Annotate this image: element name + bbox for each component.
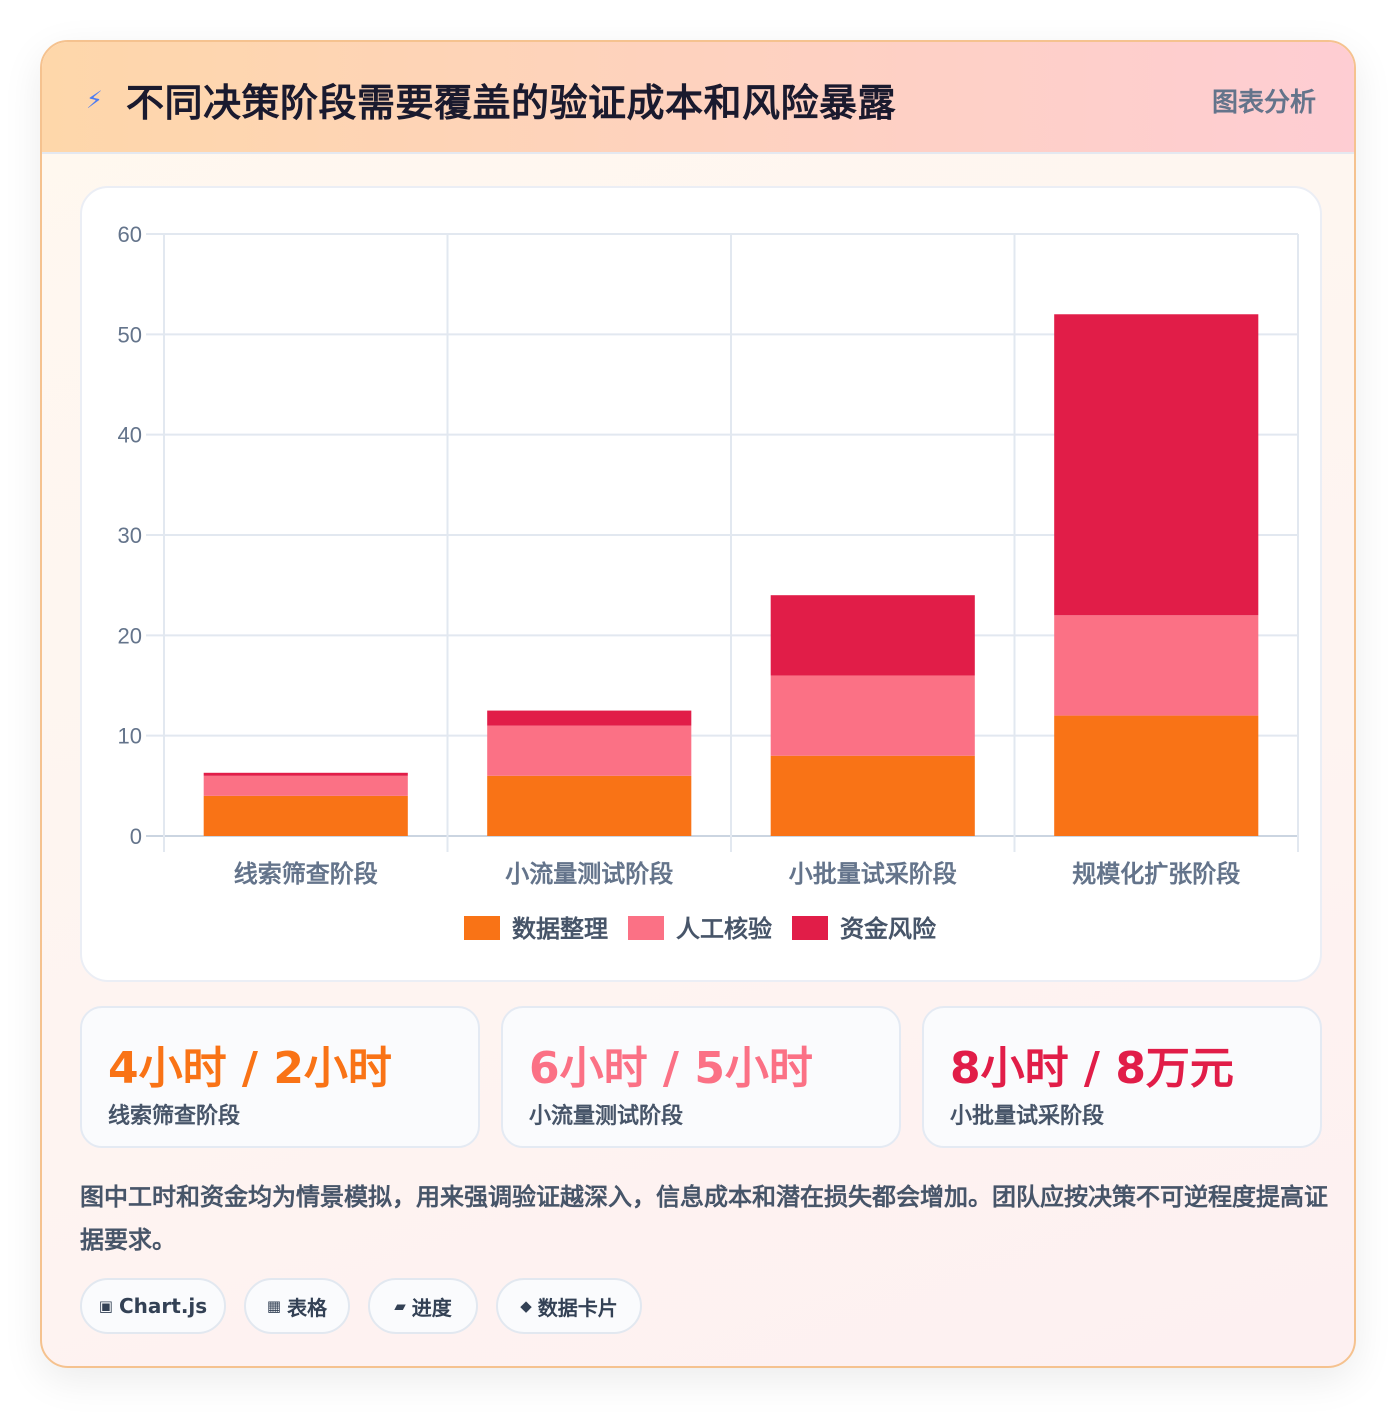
legend-swatch [628,916,664,940]
y-tick-label: 20 [118,623,142,648]
stat-card-small-batch: 8小时 / 8万元 小批量试采阶段 [922,1006,1322,1148]
stat-label: 小流量测试阶段 [529,1104,684,1129]
stat-label: 小批量试采阶段 [950,1104,1105,1129]
stat-label: 线索筛查阶段 [108,1104,241,1129]
chart-panel: 0 10 20 30 40 50 60 线索筛查阶段 小流量测试阶段 小批量试采阶段 规模化扩张阶段… [80,186,1322,982]
stat-card-screening: 4小时 / 2小时 线索筛查阶段 [80,1006,480,1148]
tag-label: 表格 [287,1295,328,1320]
bar-segment [1054,715,1259,836]
y-tick-label: 0 [130,824,142,849]
lightning-icon: ⚡ [86,86,103,114]
stat-value: 8小时 / 8万元 [950,1043,1234,1094]
tag-data-card[interactable]: ◆ 数据卡片 [496,1278,642,1334]
chart-icon: ▣ [98,1297,113,1315]
page-title: 不同决策阶段需要覆盖的验证成本和风险暴露 [126,81,897,125]
tag-label: 进度 [411,1295,452,1320]
stat-card-small-traffic: 6小时 / 5小时 小流量测试阶段 [501,1006,901,1148]
tag-label: 数据卡片 [537,1295,618,1320]
y-tick-label: 30 [118,523,142,548]
stacked-bar-chart: 0 10 20 30 40 50 60 线索筛查阶段 小流量测试阶段 小批量试采阶段 规模化扩张阶段… [118,222,1299,943]
legend-swatch [792,916,828,940]
tag-table[interactable]: ▦ 表格 [244,1278,350,1334]
progress-icon: ▰ [394,1297,406,1315]
legend-swatch [464,916,500,940]
x-tick-label: 线索筛查阶段 [234,860,378,888]
y-tick-label: 50 [118,322,142,347]
bar-segment [203,795,408,836]
stat-cards: 4小时 / 2小时 线索筛查阶段 6小时 / 5小时 小流量测试阶段 8小时 /… [80,1006,1322,1148]
chart-analysis-badge: 图表分析 [1211,88,1316,118]
bar-segment [487,725,692,776]
x-tick-label: 规模化扩张阶段 [1072,860,1240,888]
table-icon: ▦ [266,1297,282,1315]
card-header: ⚡ 不同决策阶段需要覆盖的验证成本和风险暴露 图表分析 [42,42,1354,154]
stat-value: 4小时 / 2小时 [108,1043,392,1094]
bar-segment [770,755,975,836]
stat-value: 6小时 / 5小时 [529,1043,813,1094]
y-tick-label: 10 [118,724,142,749]
x-tick-label: 小流量测试阶段 [505,860,673,888]
data-card-icon: ◆ [520,1297,532,1315]
bar-segment [203,775,408,796]
tag-chartjs[interactable]: ▣ Chart.js [80,1278,226,1334]
bar-segment [203,772,408,776]
legend-label: 资金风险 [840,915,937,943]
bar-segment [1054,314,1259,616]
bar-segment [770,595,975,676]
tag-progress[interactable]: ▰ 进度 [368,1278,478,1334]
chart-note: 图中工时和资金均为情景模拟，用来强调验证越深入，信息成本和潜在损失都会增加。团队… [80,1183,1328,1254]
y-tick-label: 60 [118,222,142,247]
legend-label: 人工核验 [676,915,772,943]
bar-segment [770,675,975,756]
bar-segment [1054,615,1259,716]
y-tick-label: 40 [118,423,142,448]
chart-card: ⚡ 不同决策阶段需要覆盖的验证成本和风险暴露 图表分析 0 10 20 30 40 50 6… [40,40,1356,1368]
bar-segment [487,710,692,726]
tag-label: Chart.js [118,1294,208,1318]
x-tick-label: 小批量试采阶段 [789,860,957,888]
bar-segment [487,775,692,836]
legend-label: 数据整理 [512,915,608,943]
